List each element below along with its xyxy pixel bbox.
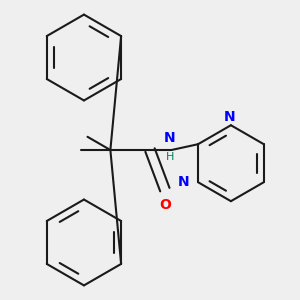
Text: N: N bbox=[164, 131, 176, 145]
Text: H: H bbox=[166, 152, 174, 162]
Text: N: N bbox=[178, 175, 190, 189]
Text: N: N bbox=[224, 110, 235, 124]
Text: O: O bbox=[159, 198, 171, 212]
